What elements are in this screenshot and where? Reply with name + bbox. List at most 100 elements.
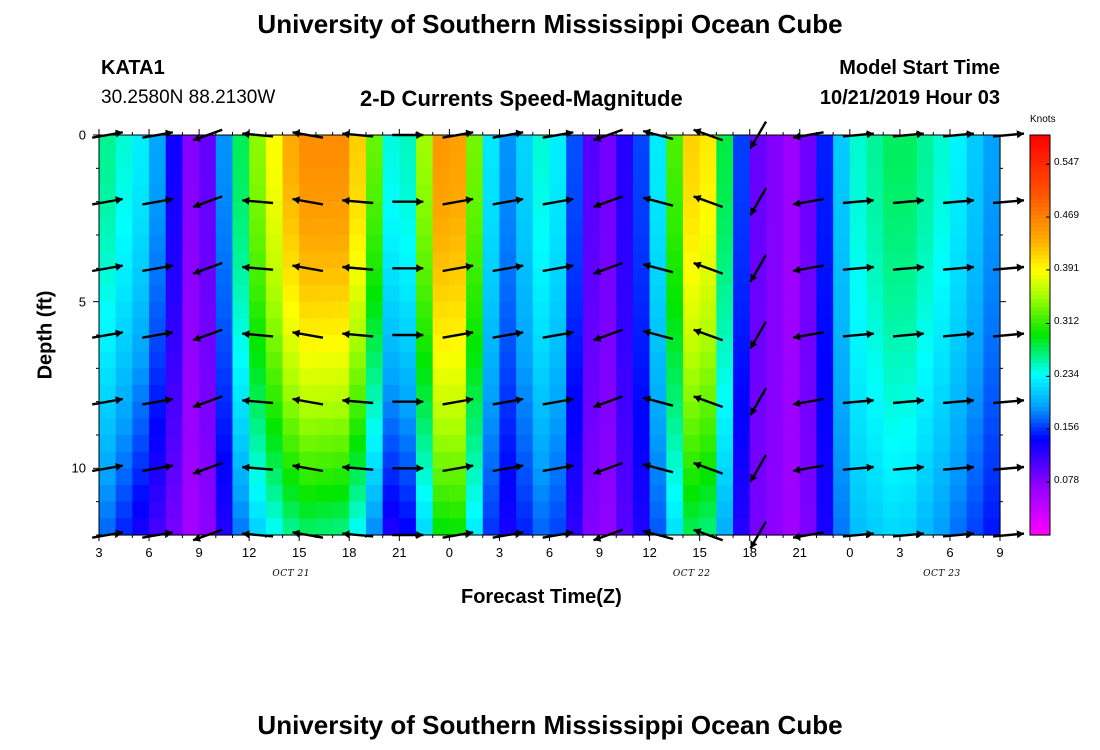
heatmap-cell — [966, 301, 984, 319]
heatmap-cell — [215, 218, 234, 236]
colorbar-segment — [1030, 199, 1050, 204]
heatmap-cell — [215, 301, 234, 319]
heatmap-cell — [799, 318, 818, 336]
colorbar-segment — [1030, 355, 1050, 360]
current-arrow — [642, 328, 674, 341]
heatmap-cell — [549, 218, 567, 236]
heatmap-cell — [449, 168, 467, 186]
heatmap-cell — [115, 268, 133, 286]
heatmap-cell — [416, 168, 434, 186]
heatmap-cell — [149, 185, 167, 203]
heatmap-cell — [699, 501, 717, 519]
colorbar-tick-label: 0.312 — [1054, 316, 1080, 328]
heatmap-cell — [432, 435, 450, 453]
heatmap-cell — [733, 385, 751, 403]
heatmap-cell — [883, 368, 901, 386]
heatmap-cell — [866, 401, 884, 419]
heatmap-cell — [549, 385, 567, 403]
heatmap-cell — [282, 235, 300, 253]
heatmap-cell — [332, 401, 350, 419]
heatmap-cell — [182, 385, 200, 403]
heatmap-cell — [532, 251, 551, 269]
heatmap-cell — [132, 235, 150, 253]
heatmap-cell — [899, 518, 918, 536]
heatmap-cell — [916, 201, 934, 219]
station-id: KATA1 — [101, 57, 165, 79]
heatmap-cell — [983, 301, 1001, 319]
heatmap-cell — [649, 235, 667, 253]
heatmap-cell — [682, 285, 701, 303]
heatmap-cell — [733, 251, 751, 269]
heatmap-cell — [582, 418, 601, 436]
heatmap-cell — [299, 285, 317, 303]
heatmap-cell — [716, 451, 734, 469]
heatmap-cell — [349, 318, 367, 336]
heatmap-cell — [466, 485, 484, 503]
colorbar-segment — [1030, 191, 1050, 196]
heatmap-cell — [199, 468, 217, 486]
heatmap-cell — [332, 351, 350, 369]
heatmap-cell — [482, 201, 501, 219]
heatmap-cell — [866, 235, 884, 253]
heatmap-cell — [165, 268, 184, 286]
heatmap-cell — [365, 451, 384, 469]
heatmap-cell — [265, 318, 284, 336]
heatmap-cell — [599, 351, 617, 369]
heatmap-cell — [616, 135, 634, 153]
heatmap-cell — [799, 135, 818, 153]
heatmap-cell — [849, 435, 868, 453]
heatmap-cell — [599, 518, 617, 536]
heatmap-cell — [866, 501, 884, 519]
heatmap-cell — [315, 135, 334, 153]
heatmap-cell — [499, 318, 517, 336]
heatmap-cell — [783, 518, 801, 536]
heatmap-cell — [282, 201, 300, 219]
heatmap-cell — [516, 201, 534, 219]
heatmap-cell — [699, 485, 717, 503]
heatmap-cell — [649, 451, 667, 469]
colorbar-segment — [1030, 251, 1050, 256]
heatmap-cell — [365, 235, 384, 253]
colorbar-tick-label: 0.078 — [1054, 475, 1080, 487]
heatmap-cell — [916, 268, 934, 286]
heatmap-cell — [199, 401, 217, 419]
current-arrow — [142, 396, 174, 406]
heatmap-cell — [365, 285, 384, 303]
heatmap-cell — [749, 218, 768, 236]
heatmap-cell — [883, 201, 901, 219]
colorbar-segment — [1030, 399, 1050, 404]
heatmap-cell — [232, 301, 250, 319]
heatmap-cell — [466, 318, 484, 336]
current-arrow — [749, 454, 768, 483]
heatmap-cell — [549, 318, 567, 336]
current-arrow — [442, 196, 474, 206]
heatmap-cell — [265, 385, 284, 403]
heatmap-cell — [833, 451, 851, 469]
heatmap-cell — [516, 401, 534, 419]
heatmap-cell — [682, 218, 701, 236]
heatmap-cell — [399, 301, 417, 319]
heatmap-cell — [766, 418, 784, 436]
current-arrow — [542, 396, 574, 406]
heatmap-cell — [866, 201, 884, 219]
heatmap-cell — [783, 435, 801, 453]
heatmap-cell — [315, 485, 334, 503]
heatmap-cell — [599, 151, 617, 169]
heatmap-cell — [916, 418, 934, 436]
heatmap-cell — [382, 151, 400, 169]
heatmap-cell — [449, 435, 467, 453]
colorbar-segment — [1030, 455, 1050, 460]
heatmap-cell — [365, 335, 384, 353]
heatmap-cell — [816, 335, 834, 353]
heatmap-cell — [899, 151, 918, 169]
heatmap-cell — [799, 235, 818, 253]
heatmap-cell — [783, 418, 801, 436]
heatmap-cell — [466, 235, 484, 253]
heatmap-cell — [432, 201, 450, 219]
heatmap-cell — [382, 368, 400, 386]
heatmap-cell — [966, 151, 984, 169]
heatmap-cell — [716, 401, 734, 419]
current-arrow — [142, 329, 174, 339]
heatmap-cell — [249, 301, 267, 319]
heatmap-cell — [966, 251, 984, 269]
